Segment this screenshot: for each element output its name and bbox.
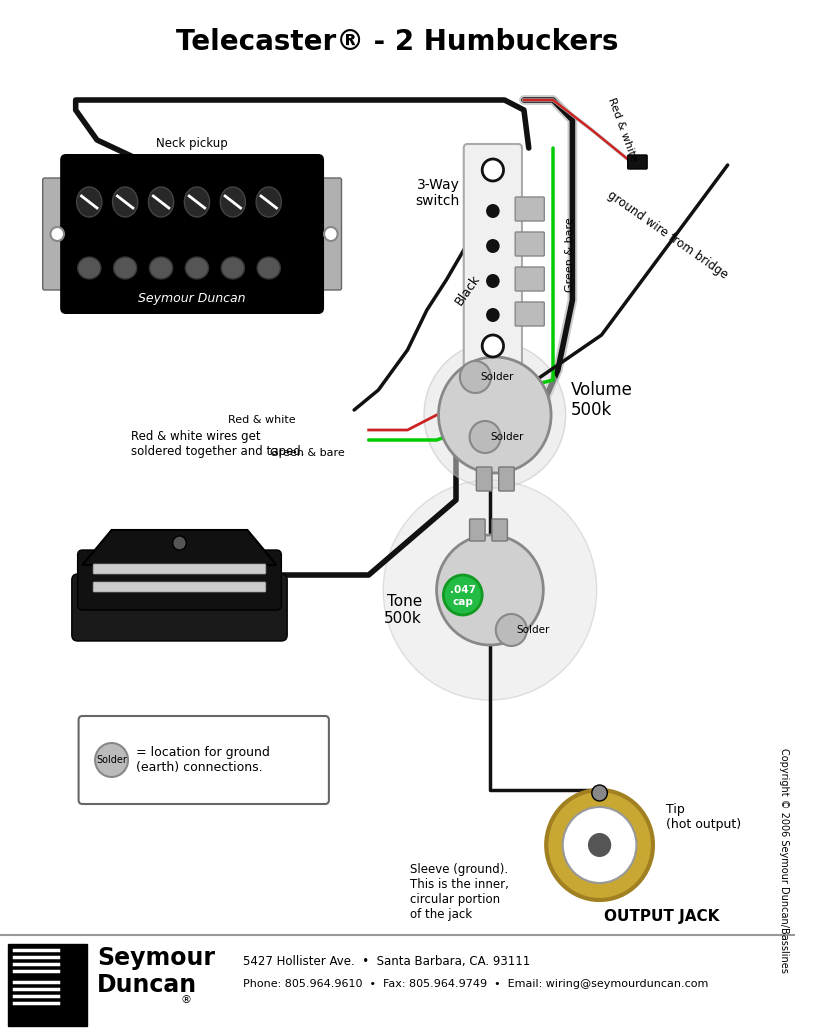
Circle shape	[95, 743, 128, 777]
Text: Sleeve (ground).
This is the inner,
circular portion
of the jack: Sleeve (ground). This is the inner, circ…	[410, 863, 509, 921]
Circle shape	[486, 239, 500, 253]
FancyBboxPatch shape	[464, 144, 522, 372]
Circle shape	[324, 227, 337, 241]
Circle shape	[486, 308, 500, 322]
FancyBboxPatch shape	[79, 716, 329, 804]
Text: Tip
(hot output): Tip (hot output)	[666, 803, 740, 831]
Text: cap: cap	[452, 597, 473, 607]
Circle shape	[546, 790, 653, 900]
Text: Green & bare: Green & bare	[269, 448, 345, 458]
Ellipse shape	[185, 257, 209, 279]
Text: Green & bare: Green & bare	[564, 218, 575, 292]
Circle shape	[563, 807, 636, 883]
Text: Phone: 805.964.9610  •  Fax: 805.964.9749  •  Email: wiring@seymourduncan.com: Phone: 805.964.9610 • Fax: 805.964.9749 …	[242, 979, 708, 989]
Ellipse shape	[149, 257, 173, 279]
FancyBboxPatch shape	[492, 519, 508, 541]
FancyBboxPatch shape	[515, 197, 545, 221]
Text: ®: ®	[180, 995, 192, 1005]
Text: 5427 Hollister Ave.  •  Santa Barbara, CA. 93111: 5427 Hollister Ave. • Santa Barbara, CA.…	[242, 955, 530, 969]
Ellipse shape	[78, 257, 101, 279]
FancyBboxPatch shape	[499, 467, 514, 491]
Circle shape	[437, 535, 543, 645]
Circle shape	[495, 614, 527, 646]
FancyBboxPatch shape	[93, 582, 266, 592]
Text: Solder: Solder	[96, 755, 127, 765]
Text: OUTPUT JACK: OUTPUT JACK	[604, 910, 720, 924]
Ellipse shape	[114, 257, 137, 279]
Ellipse shape	[148, 188, 174, 217]
Circle shape	[482, 335, 504, 357]
Text: Red & white: Red & white	[229, 415, 296, 425]
FancyBboxPatch shape	[43, 178, 72, 290]
Ellipse shape	[257, 257, 280, 279]
Circle shape	[482, 159, 504, 181]
Text: Solder: Solder	[490, 432, 523, 442]
Ellipse shape	[184, 188, 210, 217]
Circle shape	[438, 357, 551, 473]
Circle shape	[588, 833, 611, 857]
Text: Copyright © 2006 Seymour Duncan/Basslines: Copyright © 2006 Seymour Duncan/Bassline…	[779, 748, 789, 973]
Circle shape	[486, 274, 500, 288]
Bar	[7, 944, 88, 1026]
FancyBboxPatch shape	[312, 178, 342, 290]
FancyBboxPatch shape	[515, 303, 545, 326]
FancyBboxPatch shape	[627, 155, 647, 169]
Circle shape	[443, 575, 482, 615]
FancyBboxPatch shape	[515, 267, 545, 291]
Circle shape	[173, 536, 186, 550]
Circle shape	[424, 342, 566, 488]
Text: Seymour Duncan: Seymour Duncan	[138, 291, 246, 305]
FancyBboxPatch shape	[469, 519, 485, 541]
Circle shape	[383, 480, 597, 700]
Text: 3-Way
switch: 3-Way switch	[415, 178, 460, 208]
Text: .047: .047	[450, 585, 476, 595]
Text: Volume
500k: Volume 500k	[571, 380, 632, 420]
FancyBboxPatch shape	[477, 467, 492, 491]
Text: Black: Black	[452, 272, 482, 308]
Text: Solder: Solder	[480, 372, 514, 382]
Text: Tone
500k: Tone 500k	[384, 594, 422, 626]
Text: Neck pickup: Neck pickup	[156, 137, 228, 150]
Text: Seymour: Seymour	[97, 946, 215, 970]
Text: Solder: Solder	[516, 625, 550, 635]
FancyBboxPatch shape	[60, 154, 324, 314]
Ellipse shape	[77, 188, 102, 217]
FancyBboxPatch shape	[515, 232, 545, 256]
Polygon shape	[83, 530, 277, 565]
Bar	[0, 936, 794, 1036]
Ellipse shape	[221, 257, 245, 279]
Ellipse shape	[220, 188, 246, 217]
Circle shape	[592, 785, 608, 801]
Ellipse shape	[112, 188, 138, 217]
FancyBboxPatch shape	[93, 564, 266, 574]
Circle shape	[469, 421, 500, 453]
Text: Telecaster® - 2 Humbuckers: Telecaster® - 2 Humbuckers	[175, 28, 618, 56]
Circle shape	[51, 227, 64, 241]
Circle shape	[460, 361, 491, 393]
Bar	[5, 70, 790, 930]
Text: = location for ground
(earth) connections.: = location for ground (earth) connection…	[136, 746, 269, 774]
Circle shape	[486, 204, 500, 218]
Text: Duncan: Duncan	[97, 973, 197, 997]
FancyBboxPatch shape	[72, 574, 287, 641]
FancyBboxPatch shape	[78, 550, 282, 610]
Text: Red & white wires get
soldered together and taped.: Red & white wires get soldered together …	[131, 430, 305, 458]
Text: ground wire from bridge: ground wire from bridge	[605, 189, 730, 282]
Text: Red & white: Red & white	[606, 96, 639, 164]
Ellipse shape	[256, 188, 282, 217]
